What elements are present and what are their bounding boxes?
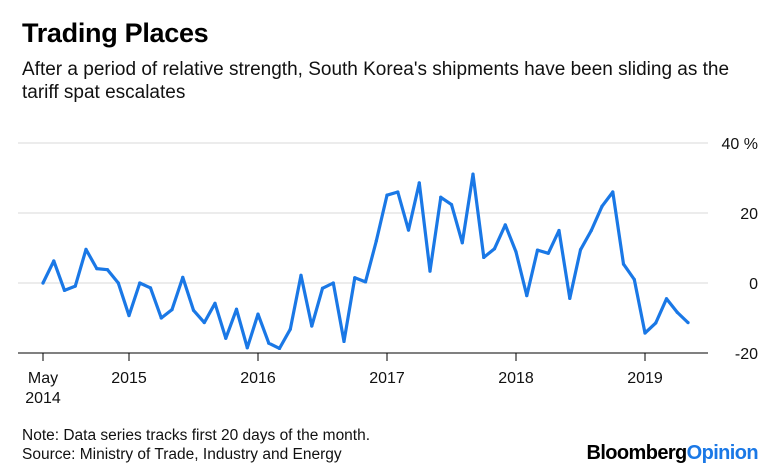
data-point xyxy=(492,247,497,251)
y-tick-label: 40 % xyxy=(722,136,758,153)
data-point xyxy=(514,250,518,254)
data-point xyxy=(170,308,174,312)
data-point xyxy=(202,320,206,325)
data-point xyxy=(148,286,153,290)
data-point xyxy=(600,204,604,208)
data-point xyxy=(621,262,626,266)
data-point xyxy=(503,223,507,227)
page-subtitle: After a period of relative strength, Sou… xyxy=(22,59,730,103)
data-point xyxy=(664,297,669,301)
data-point xyxy=(417,181,421,185)
data-point xyxy=(460,241,464,245)
page-title: Trading Places xyxy=(22,18,209,48)
data-point xyxy=(428,269,432,273)
data-point xyxy=(116,281,120,285)
data-point xyxy=(224,336,228,340)
data-point xyxy=(41,281,45,285)
x-tick-label: 2016 xyxy=(240,370,276,387)
y-tick-label: -20 xyxy=(735,346,758,363)
data-point xyxy=(632,277,636,282)
data-point xyxy=(342,339,346,344)
data-point xyxy=(331,281,335,285)
data-point xyxy=(181,275,185,279)
x-tick-label: 2015 xyxy=(111,370,147,387)
series-lines xyxy=(41,172,690,351)
data-point xyxy=(299,273,303,277)
data-point xyxy=(449,203,454,207)
data-point xyxy=(62,288,67,292)
data-point xyxy=(234,307,239,311)
data-point xyxy=(105,268,110,272)
data-point xyxy=(267,341,271,345)
data-point xyxy=(191,308,196,312)
data-point xyxy=(73,284,77,288)
data-point xyxy=(482,255,486,260)
data-point xyxy=(578,248,583,252)
x-tick-label: 2019 xyxy=(627,370,663,387)
logo-part-bloomberg: Bloomberg xyxy=(586,442,687,464)
data-point xyxy=(471,172,475,176)
x-tick-label: May xyxy=(28,370,58,387)
series-line xyxy=(41,172,690,350)
data-point xyxy=(138,281,142,285)
data-point xyxy=(159,316,163,320)
data-point xyxy=(374,239,378,243)
data-point xyxy=(535,248,540,252)
x-tick-label: 2018 xyxy=(498,370,534,387)
data-point xyxy=(396,190,400,194)
data-point xyxy=(353,276,357,280)
data-point xyxy=(213,301,217,305)
data-point xyxy=(406,228,411,232)
data-point xyxy=(589,228,593,233)
data-point xyxy=(385,193,389,197)
logo-part-opinion: Opinion xyxy=(686,442,759,464)
data-point xyxy=(84,247,88,251)
data-point xyxy=(363,280,368,284)
data-point xyxy=(439,195,443,199)
data-point xyxy=(686,320,690,325)
data-point xyxy=(256,312,260,316)
chart-source: Source: Ministry of Trade, Industry and … xyxy=(22,446,342,463)
data-point xyxy=(310,324,314,328)
data-point xyxy=(52,259,56,263)
data-point xyxy=(525,294,529,298)
data-point xyxy=(288,327,292,331)
data-point xyxy=(675,310,679,314)
chart-note: Note: Data series tracks first 20 days o… xyxy=(22,427,371,444)
data-point xyxy=(95,267,99,271)
bloomberg-opinion-logo: BloombergOpinion xyxy=(586,442,758,465)
data-point xyxy=(611,190,615,194)
y-tick-label: 0 xyxy=(749,276,758,293)
data-point xyxy=(245,346,249,350)
x-tick-label: 2014 xyxy=(25,390,61,407)
gridlines xyxy=(18,142,708,354)
data-point xyxy=(557,228,561,233)
y-axis-tick-labels: -20 0 20 40 % xyxy=(722,136,759,363)
y-tick-label: 20 xyxy=(740,206,758,223)
data-point xyxy=(568,296,572,300)
data-point xyxy=(320,286,325,290)
data-point xyxy=(643,331,647,335)
data-point xyxy=(654,321,658,325)
data-point xyxy=(546,251,550,255)
data-point xyxy=(127,313,131,318)
x-axis: May 2014 2015 2016 2017 2018 2019 xyxy=(18,352,708,407)
x-tick-label: 2017 xyxy=(369,370,405,387)
data-point xyxy=(277,346,282,351)
